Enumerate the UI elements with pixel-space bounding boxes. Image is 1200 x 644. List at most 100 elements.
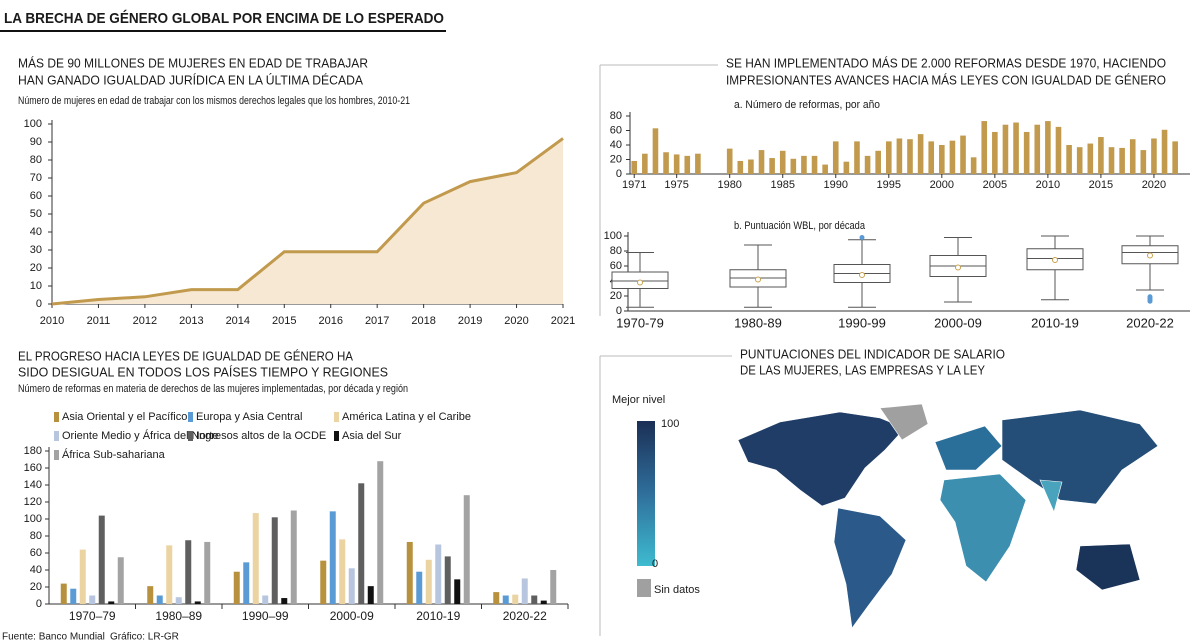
y-tick-label: 0: [36, 598, 42, 610]
page-title: LA BRECHA DE GÉNERO GLOBAL POR ENCIMA DE…: [4, 10, 444, 27]
legend-label: África Sub-sahariana: [62, 448, 166, 461]
bar: [377, 461, 384, 604]
mean: [1147, 252, 1153, 259]
bar: [1129, 139, 1136, 174]
x-tick-label: 1971: [622, 179, 646, 191]
bar: [166, 545, 173, 604]
bar: [367, 586, 374, 604]
y-tick-label: 0: [616, 305, 622, 317]
x-tick-label: 2020: [504, 315, 528, 327]
map-legend-title: Mejor nivel: [612, 394, 665, 406]
bar: [811, 155, 818, 174]
x-tick-label: 2011: [87, 315, 111, 327]
bar: [281, 598, 288, 604]
mean: [859, 272, 865, 278]
y-tick-label: 10: [30, 280, 42, 292]
legend-label: Europa y Asia Central: [196, 411, 302, 423]
line: [51, 137, 564, 306]
y-tick-label: 60: [30, 547, 42, 559]
chart-title: HAN GANADO IGUALDAD JURÍDICA EN LA ÚLTIM…: [18, 72, 363, 87]
y-tick-label: 50: [30, 208, 42, 220]
bar: [992, 131, 998, 174]
area: [52, 138, 563, 304]
chart-title: EL PROGRESO HACIA LEYES DE IGUALDAD DE G…: [18, 348, 353, 363]
bar: [243, 562, 250, 604]
outlier: [1147, 294, 1153, 300]
bar: [493, 592, 500, 604]
bar: [631, 160, 638, 174]
bar: [79, 549, 86, 604]
map-color-scale: [637, 421, 655, 566]
bar: [1066, 145, 1072, 174]
map-no-data-label: Sin datos: [654, 584, 700, 596]
x-tick-label: 1975: [664, 179, 688, 191]
y-tick-label: 100: [24, 513, 42, 525]
x-tick-label: 2010: [40, 315, 64, 327]
bar: [970, 157, 977, 174]
bar: [194, 601, 201, 604]
x-tick-label: 2000-09: [330, 609, 374, 623]
bar: [917, 134, 924, 174]
bar: [454, 579, 461, 604]
bar: [981, 121, 988, 174]
bar: [348, 568, 355, 604]
bar: [1076, 147, 1083, 174]
bar: [864, 155, 871, 174]
bar: [1055, 126, 1062, 174]
legend-label: Ingresos altos de la OCDE: [196, 430, 326, 442]
footer-credit: Gráfico: LR-GR: [110, 632, 179, 643]
bar: [949, 140, 956, 174]
bar: [1002, 124, 1009, 174]
y-tick-label: 60: [610, 124, 622, 136]
bar: [425, 559, 432, 604]
chart-title: MÁS DE 90 MILLONES DE MUJERES EN EDAD DE…: [18, 55, 368, 70]
bar: [262, 595, 269, 604]
legend-label: América Latina y el Caribe: [342, 411, 471, 423]
x-tick-label: 2012: [133, 315, 157, 327]
bar: [117, 557, 124, 604]
bar: [512, 594, 519, 604]
y-tick-label: 100: [24, 118, 42, 130]
x-tick-label: 2000-09: [934, 315, 982, 330]
map-region: [879, 403, 929, 441]
bar: [1098, 137, 1104, 174]
bar: [252, 513, 259, 604]
x-tick-label: 2010: [1036, 179, 1060, 191]
bar: [406, 541, 413, 604]
bar: [502, 595, 509, 604]
bar: [769, 158, 775, 174]
x-tick-label: 2015: [1089, 179, 1113, 191]
chart-subtitle: b. Puntuación WBL, por década: [734, 220, 866, 232]
bar: [98, 515, 105, 604]
bar: [1140, 150, 1147, 174]
bar: [463, 495, 470, 604]
chart-title: IMPRESIONANTES AVANCES HACIA MÁS LEYES C…: [726, 72, 1166, 87]
legend-swatch: [188, 412, 193, 422]
bar: [843, 161, 850, 174]
legend-label: Asia del Sur: [342, 430, 402, 442]
bar: [339, 539, 346, 604]
bar: [70, 588, 77, 604]
y-tick-label: 160: [24, 462, 42, 474]
legend-swatch: [334, 412, 339, 422]
bar: [1172, 141, 1178, 174]
bar: [271, 517, 278, 604]
bar: [185, 540, 192, 604]
x-tick-label: 2018: [411, 315, 435, 327]
x-tick-label: 2016: [318, 315, 342, 327]
y-tick-label: 60: [610, 260, 622, 272]
x-tick-label: 2020-22: [503, 609, 547, 623]
bar: [907, 139, 913, 174]
x-tick-label: 2014: [226, 315, 250, 327]
mean: [637, 279, 643, 286]
y-tick-label: 20: [30, 262, 42, 274]
bar: [329, 511, 336, 604]
footer-source: Fuente: Banco Mundial: [2, 632, 105, 643]
x-tick-label: 2000: [930, 179, 954, 191]
map-region: [934, 425, 1003, 471]
bar: [875, 150, 881, 174]
bar: [521, 578, 528, 604]
bar: [928, 141, 935, 174]
x-tick-label: 1980-89: [734, 315, 782, 330]
